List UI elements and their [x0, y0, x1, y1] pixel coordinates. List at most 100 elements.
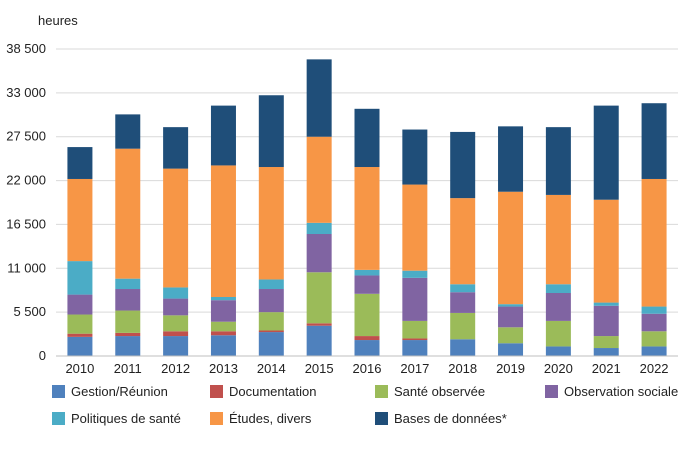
- legend-swatch: [375, 412, 388, 425]
- bar-stack-2015: [306, 59, 332, 356]
- x-tick-label: 2011: [114, 361, 142, 376]
- bar-segment: [498, 343, 524, 356]
- bar-segment: [210, 105, 236, 166]
- bar-segment: [67, 336, 93, 356]
- legend-item: Santé observée: [375, 384, 485, 399]
- bar-segment: [67, 147, 93, 179]
- bar-segment: [354, 269, 380, 276]
- legend-item: Politiques de santé: [52, 411, 181, 426]
- x-tick-label: 2012: [161, 361, 190, 376]
- x-tick-label: 2020: [544, 361, 573, 376]
- bar-segment: [115, 336, 141, 356]
- bar-stack-2021: [593, 105, 619, 356]
- legend-item: Gestion/Réunion: [52, 384, 168, 399]
- bar-segment: [450, 198, 476, 285]
- bar-segment: [498, 304, 524, 307]
- bar-segment: [402, 184, 428, 271]
- bar-segment: [450, 312, 476, 340]
- bar-segment: [354, 336, 380, 341]
- bar-segment: [498, 126, 524, 192]
- bar-segment: [115, 310, 141, 333]
- legend-swatch: [52, 385, 65, 398]
- legend-item: Documentation: [210, 384, 316, 399]
- y-tick-label: 0: [39, 348, 46, 363]
- bar-stack-2013: [210, 105, 236, 356]
- bar-segment: [210, 335, 236, 356]
- bar-stack-2010: [67, 147, 93, 356]
- bar-segment: [258, 312, 284, 331]
- bar-segment: [115, 148, 141, 279]
- bar-segment: [306, 233, 332, 273]
- bar-segment: [163, 315, 189, 332]
- bar-segment: [641, 306, 667, 314]
- legend-label: Bases de données*: [394, 411, 507, 426]
- bar-segment: [450, 339, 476, 356]
- bar-segment: [210, 296, 236, 301]
- bar-segment: [210, 331, 236, 336]
- legend-swatch: [52, 412, 65, 425]
- bar-segment: [545, 293, 571, 321]
- y-tick-label: 5 500: [13, 304, 46, 319]
- y-tick-label: 11 000: [7, 260, 46, 275]
- legend-swatch: [545, 385, 558, 398]
- bar-segment: [306, 323, 332, 326]
- bar-segment: [210, 321, 236, 332]
- bar-segment: [402, 129, 428, 185]
- bar-segment: [498, 327, 524, 344]
- bar-segment: [67, 261, 93, 295]
- bar-segment: [258, 332, 284, 356]
- bar-segment: [593, 336, 619, 349]
- legend-item: Études, divers: [210, 411, 312, 426]
- bar-segment: [306, 59, 332, 137]
- legend: Gestion/Réunion Documentation Santé observ…: [52, 384, 678, 426]
- bar-segment: [115, 332, 141, 337]
- bar-segment: [210, 165, 236, 297]
- bar-segment: [67, 333, 93, 337]
- bar-segment: [306, 136, 332, 223]
- y-tick-label: 33 000: [6, 85, 46, 100]
- x-tick-label: 2021: [592, 361, 621, 376]
- bar-segment: [115, 114, 141, 149]
- bar-stack-2011: [115, 114, 141, 356]
- bar-segment: [641, 178, 667, 307]
- bar-segment: [641, 313, 667, 332]
- bar-segment: [593, 105, 619, 200]
- bar-segment: [163, 168, 189, 288]
- bar-segment: [545, 194, 571, 285]
- bar-segment: [545, 320, 571, 347]
- x-tick-label: 2010: [65, 361, 94, 376]
- bar-segment: [258, 279, 284, 290]
- bar-segment: [641, 346, 667, 356]
- bar-segment: [67, 178, 93, 262]
- bar-segment: [306, 222, 332, 234]
- legend-swatch: [210, 385, 223, 398]
- bar-segment: [593, 305, 619, 337]
- bar-segment: [402, 320, 428, 339]
- bar-segment: [258, 167, 284, 280]
- bar-segment: [67, 294, 93, 315]
- legend-swatch: [375, 385, 388, 398]
- legend-label: Politiques de santé: [71, 411, 181, 426]
- bar-stack-2014: [258, 95, 284, 356]
- bar-segment: [498, 191, 524, 305]
- y-tick-label: 38 500: [6, 41, 46, 56]
- bar-segment: [306, 272, 332, 324]
- bar-segment: [641, 103, 667, 179]
- bar-stack-2019: [498, 126, 524, 356]
- x-tick-label: 2013: [209, 361, 238, 376]
- bar-segment: [593, 199, 619, 303]
- legend-label: Gestion/Réunion: [71, 384, 168, 399]
- x-tick-label: 2017: [400, 361, 429, 376]
- x-tick-label: 2014: [257, 361, 286, 376]
- legend-item: Bases de données*: [375, 411, 507, 426]
- x-tick-label: 2016: [353, 361, 382, 376]
- y-tick-label: 27 500: [6, 129, 46, 144]
- bar-segment: [354, 167, 380, 270]
- bar-segment: [450, 292, 476, 313]
- bar-segment: [545, 284, 571, 294]
- bars: [67, 59, 667, 356]
- x-tick-label: 2022: [640, 361, 669, 376]
- bar-segment: [641, 331, 667, 347]
- bar-segment: [593, 302, 619, 306]
- bar-segment: [450, 284, 476, 293]
